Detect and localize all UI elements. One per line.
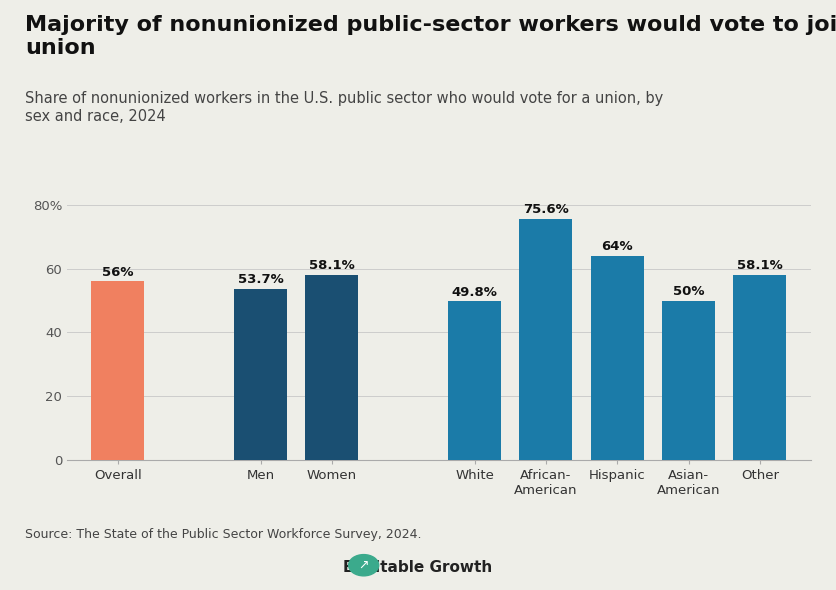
Text: 58.1%: 58.1%: [309, 259, 354, 272]
Bar: [305, 275, 359, 460]
Text: ↗: ↗: [359, 559, 369, 572]
Bar: [448, 301, 501, 460]
Text: 56%: 56%: [102, 266, 134, 279]
Text: 75.6%: 75.6%: [523, 204, 568, 217]
Text: 49.8%: 49.8%: [451, 286, 497, 299]
Text: 64%: 64%: [601, 240, 633, 253]
Text: 53.7%: 53.7%: [237, 273, 283, 286]
Text: 50%: 50%: [673, 285, 705, 298]
Bar: [662, 300, 715, 460]
Text: 58.1%: 58.1%: [737, 259, 782, 272]
Text: Majority of nonunionized public-sector workers would vote to join a
union: Majority of nonunionized public-sector w…: [25, 15, 836, 58]
Bar: [733, 275, 787, 460]
Bar: [519, 219, 573, 460]
Text: Share of nonunionized workers in the U.S. public sector who would vote for a uni: Share of nonunionized workers in the U.S…: [25, 91, 663, 124]
Text: Equitable Growth: Equitable Growth: [344, 560, 492, 575]
Bar: [91, 281, 145, 460]
Bar: [591, 256, 644, 460]
Bar: [234, 289, 287, 460]
Text: Source: The State of the Public Sector Workforce Survey, 2024.: Source: The State of the Public Sector W…: [25, 528, 421, 541]
